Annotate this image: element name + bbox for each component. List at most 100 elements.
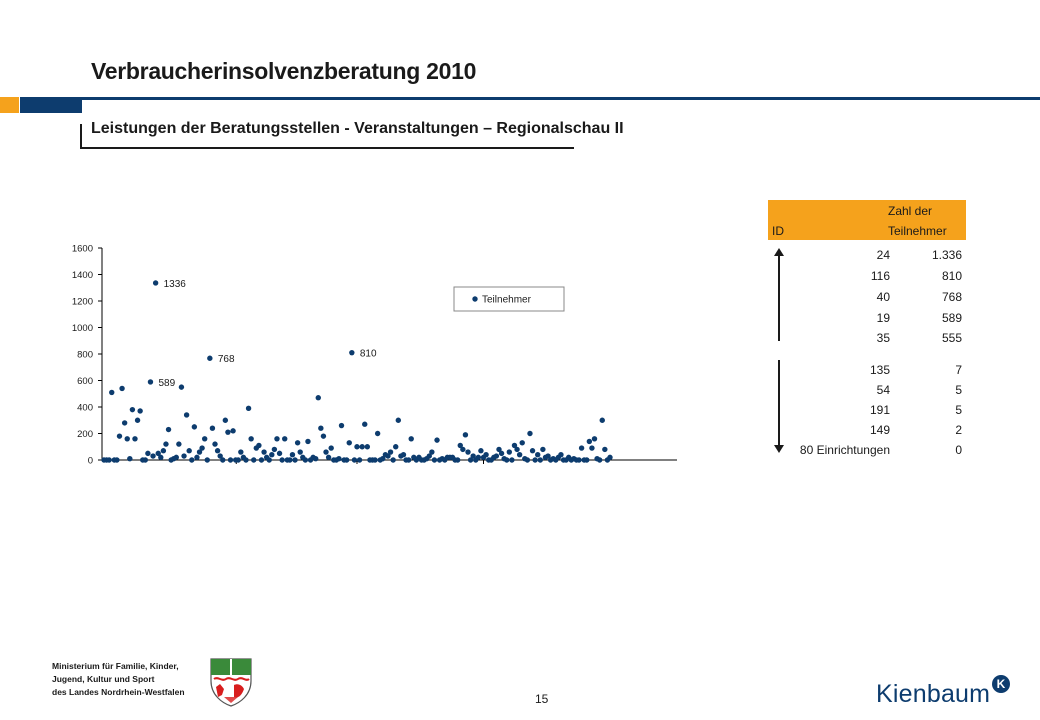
data-point [173, 454, 179, 461]
data-point [527, 430, 533, 437]
scatter-chart: 0 200 400 600 800 1000 1200 1400 1600 1336 768 589 8… [72, 244, 677, 467]
data-point [183, 412, 190, 418]
data-point [276, 450, 283, 457]
data-point [359, 444, 365, 450]
data-point [395, 417, 402, 423]
table-header: ID Zahl der Teilnehmer [768, 200, 966, 240]
data-point [178, 384, 185, 390]
data-point [207, 355, 213, 361]
data-point [176, 441, 182, 447]
table-row: 135 7 [869, 363, 962, 377]
data-point [457, 442, 463, 449]
y-tick-label: 1000 [72, 323, 93, 334]
data-point [181, 453, 187, 459]
ministry-line: Ministerium für Familie, Kinder, [52, 661, 179, 671]
table-row: 24 1.336 [876, 248, 962, 262]
data-point [186, 448, 192, 454]
data-point [269, 452, 275, 458]
data-point [245, 405, 252, 412]
data-point [158, 454, 164, 461]
data-point [591, 436, 598, 442]
table-row: 116 810 [870, 269, 962, 283]
data-point [134, 417, 141, 423]
data-point [483, 452, 489, 458]
data-point [142, 457, 149, 463]
data-point [201, 436, 208, 442]
data-point [238, 449, 244, 455]
ministry-line: des Landes Nordrhein-Westfalen [52, 687, 185, 697]
data-point [258, 457, 265, 463]
data-point [194, 454, 200, 461]
data-point [338, 422, 345, 429]
y-tick-label: 800 [77, 350, 93, 361]
arrow-up-icon [774, 248, 784, 256]
data-point [328, 445, 334, 451]
data-point [320, 433, 327, 439]
data-point [408, 436, 414, 442]
data-point [145, 450, 151, 457]
data-point [287, 457, 293, 463]
data-point [362, 421, 368, 427]
data-point [243, 457, 249, 463]
data-point [537, 457, 543, 463]
data-point [160, 448, 167, 454]
data-point [532, 457, 538, 463]
data-point [294, 440, 301, 446]
page-number: 15 [535, 692, 549, 706]
data-point [607, 454, 613, 461]
page-subtitle: Leistungen der Beratungsstellen - Verans… [91, 120, 624, 137]
data-point [204, 457, 210, 463]
data-point [372, 457, 378, 463]
data-point [289, 452, 296, 458]
data-label: 810 [360, 349, 377, 360]
data-point [519, 440, 525, 446]
header-id: ID [772, 224, 784, 238]
data-point [292, 457, 298, 463]
data-point [354, 444, 360, 450]
data-point [346, 440, 352, 446]
data-point [129, 406, 136, 413]
accent-bar-orange [0, 97, 19, 113]
data-point [165, 426, 172, 433]
table-row: 40 768 [876, 290, 962, 304]
data-point [429, 449, 435, 455]
data-point [119, 385, 125, 392]
data-point [578, 445, 585, 451]
y-tick-label: 600 [77, 376, 93, 387]
data-point [209, 425, 216, 431]
table-row: 191 5 [869, 403, 962, 417]
data-point [524, 457, 531, 463]
data-point [189, 457, 195, 463]
table-row: 54 5 [876, 383, 962, 397]
data-point [279, 457, 285, 463]
data-point [282, 436, 288, 442]
accent-bar-navy [20, 97, 82, 113]
data-point [586, 438, 593, 445]
data-point [220, 457, 226, 463]
data-point [509, 457, 515, 463]
data-point [400, 452, 407, 458]
data-point [266, 457, 272, 463]
data-point [558, 452, 564, 458]
data-point [496, 446, 502, 453]
data-point [478, 448, 484, 454]
header-value-line2: Teilnehmer [888, 224, 947, 238]
data-point [387, 449, 394, 455]
data-point [323, 449, 329, 455]
data-point [380, 455, 386, 462]
data-point [393, 444, 399, 450]
data-point [467, 457, 474, 463]
data-point [540, 446, 546, 453]
data-label: 589 [158, 378, 175, 389]
data-point [297, 449, 303, 455]
data-point [351, 457, 358, 463]
data-point [251, 457, 257, 463]
data-point [514, 446, 520, 453]
data-point [498, 450, 505, 457]
table-row: 80 Einrichtungen 0 [799, 443, 962, 457]
data-point [405, 457, 412, 463]
header-rule [82, 97, 1040, 100]
data-point [114, 457, 120, 463]
data-point [150, 453, 156, 459]
data-point [214, 448, 221, 454]
